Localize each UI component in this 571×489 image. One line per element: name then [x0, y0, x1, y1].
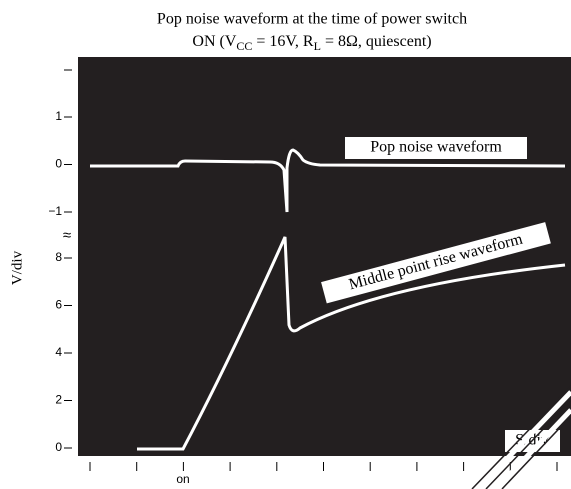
annotation: Pop noise waveform [370, 139, 502, 156]
x-marker: on [176, 472, 189, 486]
y-tick-label: 0 [55, 157, 62, 171]
axis-cut-lines [471, 385, 571, 489]
y-tick-label: 0 [55, 440, 62, 454]
title-line2: ON (VCC = 16V, RL = 8Ω, quiescent) [192, 33, 431, 53]
title-part: = 16V, R [252, 33, 314, 50]
axis-cut [476, 390, 571, 489]
title-part: = 8Ω, quiescent) [321, 33, 432, 50]
y-tick-label: 1 [55, 109, 62, 123]
label-box [345, 137, 527, 159]
axis-break: ≈ [63, 227, 71, 244]
y-tick-label: 8 [55, 250, 62, 264]
y-tick-label: 4 [55, 345, 62, 359]
y-tick-label: 6 [55, 298, 62, 312]
label-box [321, 222, 551, 304]
title-part: ON (V [192, 33, 236, 50]
pop-noise-waveform [90, 148, 566, 213]
title-line1: Pop noise waveform at the time of power … [157, 11, 467, 28]
y-axis-label: V/div [9, 250, 25, 285]
title-sub: L [314, 39, 321, 53]
title-sub: CC [236, 39, 252, 53]
y-tick-label: −1 [48, 204, 62, 218]
middle-point-waveform [137, 236, 566, 451]
y-tick-label: 2 [55, 393, 62, 407]
